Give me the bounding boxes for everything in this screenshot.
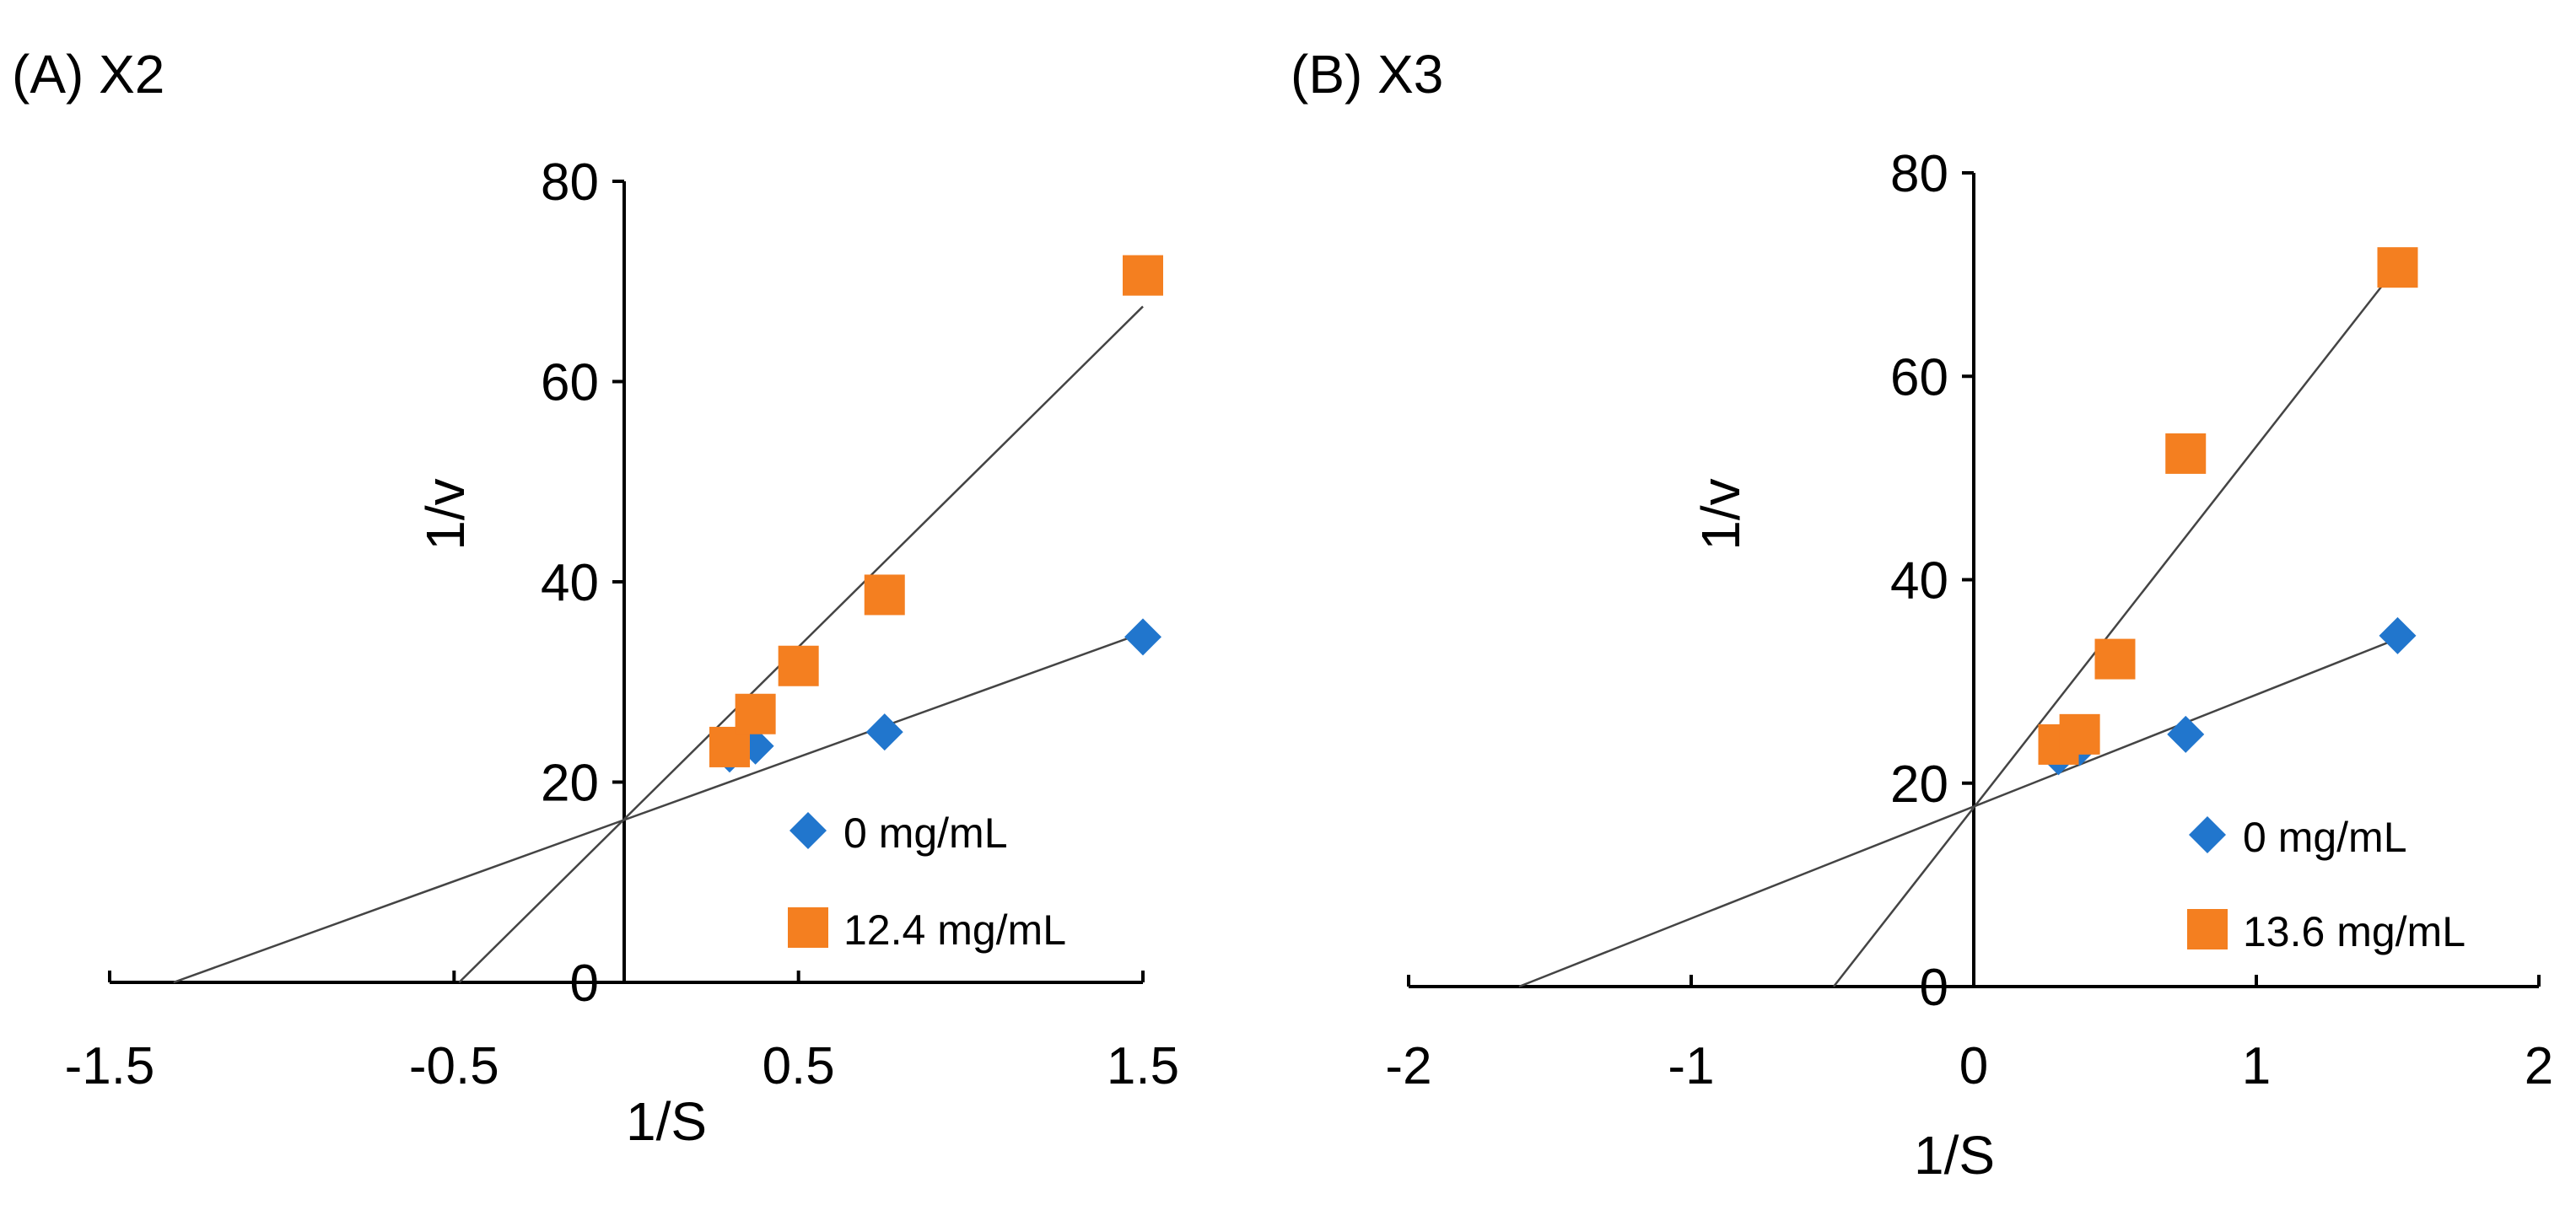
- data-point-square: [2165, 433, 2207, 474]
- y-tick-label: 60: [1890, 348, 1948, 406]
- legend-label: 0 mg/mL: [2243, 814, 2407, 861]
- x-tick-label: 0: [1959, 1037, 1988, 1095]
- data-point-square: [864, 574, 905, 616]
- legend-label: 12.4 mg/mL: [843, 906, 1066, 954]
- data-points: [709, 255, 1163, 773]
- x-tick-label: 0.5: [763, 1037, 835, 1095]
- data-point-square: [1123, 255, 1163, 296]
- data-point-diamond: [2167, 715, 2205, 753]
- x-axis-label: 1/S: [626, 1091, 707, 1152]
- data-point-diamond: [2379, 616, 2417, 654]
- y-axis-label: 1/v: [415, 478, 476, 550]
- y-tick-label: 20: [1890, 756, 1948, 814]
- y-tick-label: 60: [541, 354, 599, 412]
- legend-marker-diamond: [2189, 816, 2226, 853]
- panel-title: (A) X2: [12, 44, 164, 105]
- x-tick-label: -2: [1385, 1037, 1431, 1095]
- x-tick-label: -1.5: [65, 1037, 155, 1095]
- y-tick-label: 0: [1920, 959, 1948, 1017]
- trendlines: [173, 305, 1144, 984]
- x-axis-label: 1/S: [1914, 1125, 1995, 1186]
- data-point-square: [735, 693, 776, 734]
- y-tick-label: 80: [1890, 145, 1948, 203]
- panel-title: (B) X3: [1291, 44, 1443, 105]
- data-point-square: [2094, 638, 2136, 680]
- y-tick-label: 40: [541, 554, 599, 612]
- data-point-diamond: [1124, 618, 1161, 656]
- axes: -1.5 -0.5 0.5 1.5 0 20 40 60 80: [65, 153, 1180, 1095]
- legend: 0 mg/mL 12.4 mg/mL: [788, 810, 1066, 954]
- data-point-square: [2377, 247, 2418, 288]
- trendline: [458, 305, 1144, 983]
- data-point-diamond: [865, 713, 903, 751]
- x-tick-label: 1.5: [1107, 1037, 1179, 1095]
- data-point-square: [2059, 713, 2100, 755]
- x-tick-label: -0.5: [409, 1037, 499, 1095]
- legend: 0 mg/mL 13.6 mg/mL: [2187, 814, 2466, 955]
- x-tick-label: 2: [2525, 1037, 2553, 1095]
- chart-panel-a: (A) X2 1/v 1/S -1.5 -0.5 0.5 1.5 0 20 40 60 80 0…: [12, 44, 1179, 1152]
- trendline: [173, 632, 1144, 984]
- y-tick-label: 20: [541, 755, 599, 813]
- legend-marker-square: [788, 907, 828, 948]
- legend-label: 0 mg/mL: [843, 810, 1008, 857]
- trendlines: [1518, 265, 2399, 988]
- x-tick-label: -1: [1668, 1037, 1714, 1095]
- trendline: [1832, 265, 2399, 987]
- y-tick-label: 80: [541, 153, 599, 212]
- data-point-square: [778, 645, 819, 686]
- y-axis-label: 1/v: [1690, 478, 1751, 550]
- x-tick-label: 1: [2242, 1037, 2271, 1095]
- y-tick-label: 0: [570, 955, 599, 1013]
- legend-marker-square: [2187, 909, 2228, 949]
- trendline: [1518, 637, 2398, 988]
- legend-marker-diamond: [790, 812, 827, 849]
- y-tick-label: 40: [1890, 552, 1948, 610]
- legend-label: 13.6 mg/mL: [2243, 908, 2466, 955]
- data-points: [2038, 247, 2418, 776]
